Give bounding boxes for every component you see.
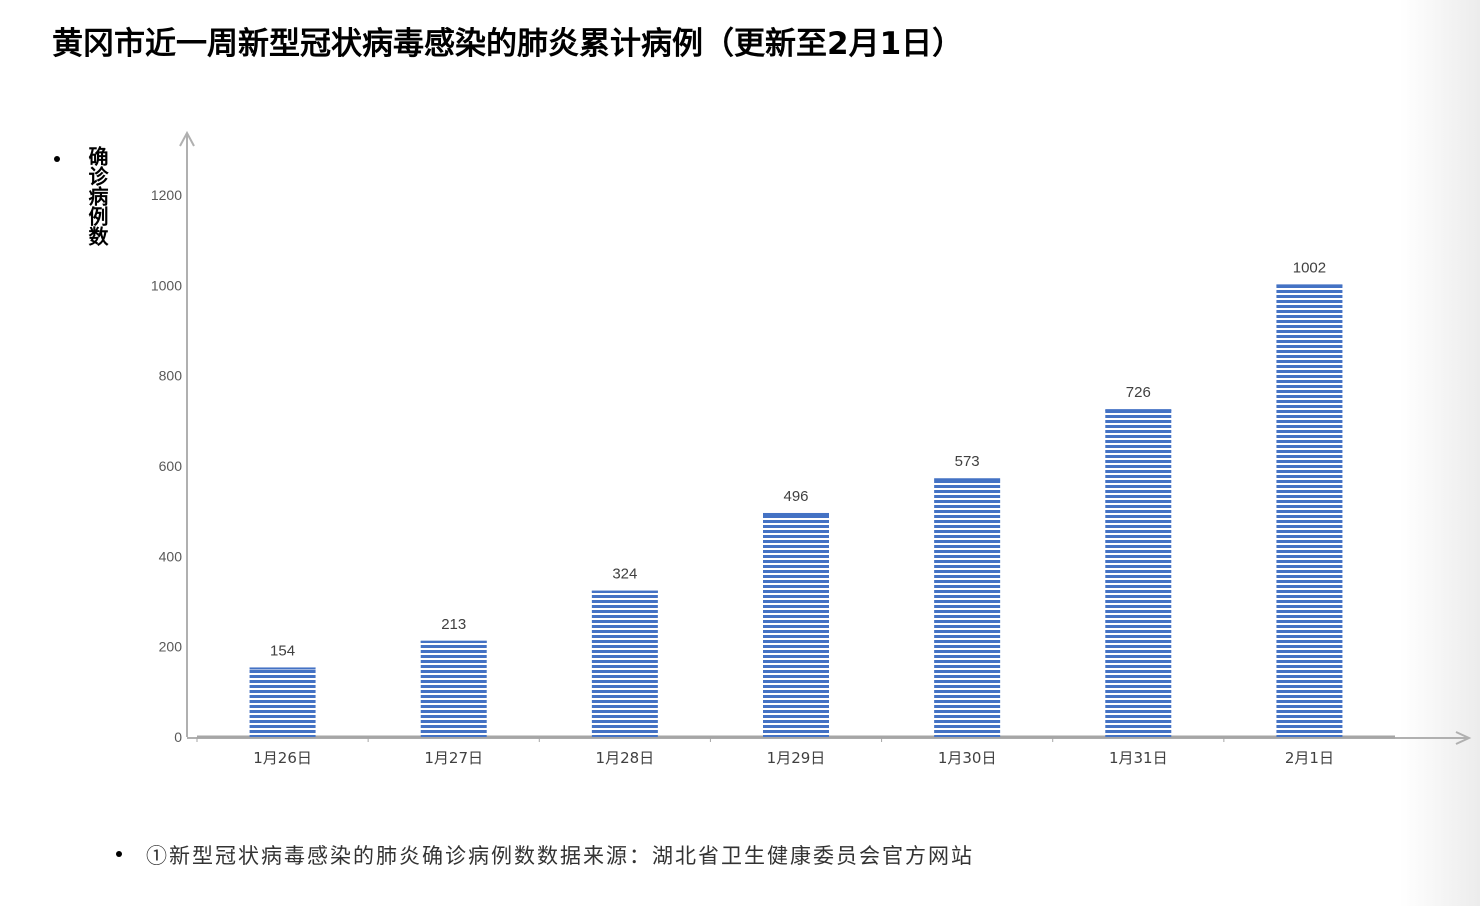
data-label: 154 — [270, 642, 295, 659]
y-tick-label: 1000 — [151, 277, 182, 293]
y-tick-label: 400 — [159, 548, 183, 564]
x-tick-label: 1月30日 — [938, 749, 997, 767]
bar — [763, 512, 829, 737]
footnote-bullet — [116, 851, 122, 857]
x-tick-label: 1月29日 — [767, 749, 826, 767]
chart-title: 黄冈市近一周新型冠状病毒感染的肺炎累计病例（更新至2月1日） — [52, 26, 964, 62]
data-label: 213 — [441, 616, 466, 633]
x-axis-arrow — [1455, 731, 1472, 745]
bar — [1276, 284, 1343, 737]
y-axis-arrow — [179, 130, 195, 147]
footnote-source: ①新型冠状病毒感染的肺炎确诊病例数数据来源：湖北省卫生健康委员会官方网站 — [146, 844, 974, 868]
ylabel-bullet — [54, 156, 60, 162]
data-label: 726 — [1126, 384, 1151, 401]
x-tick-label: 1月27日 — [424, 749, 483, 767]
y-tick-label: 1200 — [151, 187, 182, 203]
bar — [420, 640, 487, 737]
x-tick-label: 1月26日 — [253, 749, 312, 767]
y-tick-label: 800 — [159, 368, 183, 384]
data-label: 1002 — [1293, 259, 1326, 276]
y-tick-label: 200 — [159, 639, 183, 655]
right-edge-shade — [1400, 0, 1480, 906]
x-tick-label: 1月28日 — [596, 749, 655, 767]
bar — [249, 667, 316, 737]
data-label: 496 — [783, 488, 808, 505]
bar — [1105, 409, 1172, 737]
data-label: 324 — [612, 566, 637, 583]
bar — [934, 478, 1001, 737]
data-label: 573 — [955, 453, 980, 470]
x-tick-label: 1月31日 — [1109, 749, 1168, 767]
y-tick-label: 600 — [159, 458, 183, 474]
y-tick-label: 0 — [174, 729, 182, 745]
x-tick-label: 2月1日 — [1285, 749, 1334, 767]
bar — [591, 590, 658, 737]
y-axis-label: 确诊病例数 — [85, 146, 109, 246]
